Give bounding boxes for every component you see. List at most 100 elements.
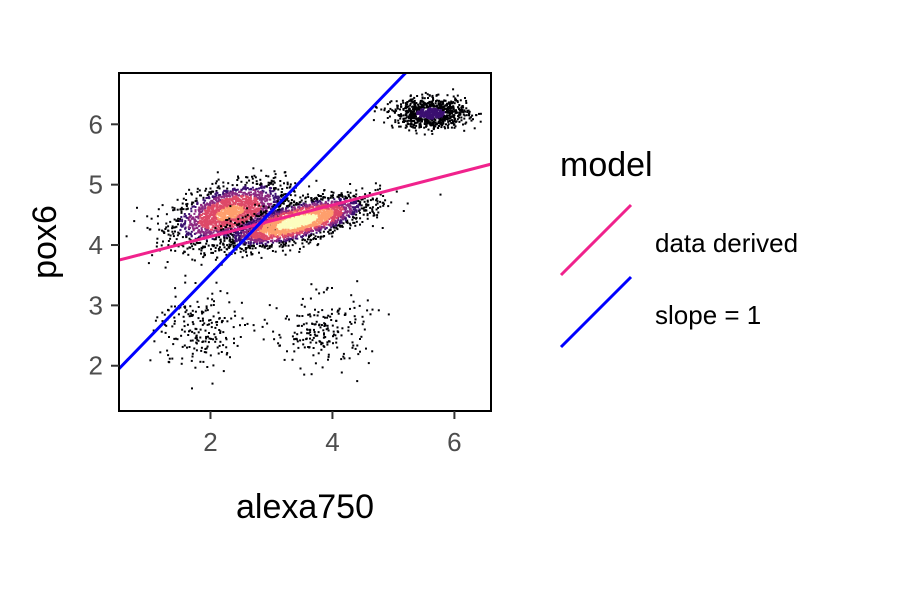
data-point <box>194 210 197 213</box>
data-point <box>371 208 374 211</box>
data-point <box>396 106 399 109</box>
data-point <box>363 206 366 209</box>
data-point <box>450 111 453 114</box>
data-point <box>255 234 258 237</box>
data-point <box>212 201 215 204</box>
data-point <box>236 223 239 226</box>
data-point <box>415 118 418 121</box>
data-point <box>213 209 216 212</box>
data-point <box>278 224 280 227</box>
data-point <box>247 192 250 195</box>
data-point <box>261 245 264 248</box>
data-point <box>202 245 205 248</box>
data-point <box>219 194 222 197</box>
data-point <box>299 216 302 219</box>
data-point <box>388 115 391 118</box>
data-point <box>305 218 308 221</box>
data-point <box>241 210 244 213</box>
data-point <box>291 232 294 234</box>
data-point <box>185 236 188 239</box>
data-point <box>264 194 267 197</box>
data-point <box>432 97 435 100</box>
data-point <box>271 232 274 235</box>
data-point <box>245 251 248 254</box>
data-point <box>244 208 247 211</box>
data-point <box>249 196 252 199</box>
data-point <box>270 240 273 243</box>
data-point <box>284 193 287 196</box>
data-point <box>260 205 262 208</box>
data-point <box>319 195 322 197</box>
data-point <box>274 192 277 195</box>
data-point <box>287 210 290 212</box>
data-point <box>324 200 327 203</box>
data-point <box>363 197 366 200</box>
data-point <box>413 108 416 111</box>
data-point <box>205 231 208 234</box>
data-point <box>355 210 358 213</box>
data-point <box>195 197 198 200</box>
data-point <box>238 223 240 226</box>
data-point <box>234 193 237 196</box>
data-point <box>307 196 310 198</box>
data-point <box>337 196 340 199</box>
data-point <box>182 197 185 200</box>
data-point <box>431 102 434 105</box>
data-point <box>252 234 255 237</box>
data-point <box>200 221 203 224</box>
data-point <box>258 226 261 229</box>
data-point <box>254 210 257 213</box>
data-point <box>204 223 207 226</box>
data-point <box>225 253 228 256</box>
data-point <box>267 206 270 209</box>
data-point <box>427 128 430 131</box>
data-point <box>450 100 453 103</box>
data-point <box>285 221 288 224</box>
data-point <box>216 171 219 174</box>
data-point <box>348 222 351 225</box>
data-point <box>200 224 203 227</box>
data-point <box>322 235 325 238</box>
data-point <box>268 222 271 225</box>
data-point <box>250 237 253 239</box>
data-point <box>232 235 235 238</box>
data-point <box>220 218 223 220</box>
data-point <box>271 180 274 183</box>
data-point <box>310 229 313 232</box>
data-point <box>332 196 335 199</box>
data-point <box>177 231 180 234</box>
data-point <box>243 191 246 194</box>
data-point <box>188 224 191 227</box>
data-point <box>331 206 334 209</box>
data-point <box>292 230 295 233</box>
data-point <box>371 210 374 213</box>
data-point <box>278 212 281 215</box>
data-point <box>294 182 297 185</box>
data-point <box>279 184 282 187</box>
data-point <box>255 202 258 205</box>
data-point <box>285 207 288 210</box>
data-point <box>280 213 283 216</box>
data-point <box>208 210 211 213</box>
data-point <box>321 198 324 201</box>
data-point <box>246 220 249 223</box>
data-point <box>228 202 231 205</box>
data-point <box>233 222 236 224</box>
data-point <box>198 229 201 232</box>
data-point <box>224 190 227 192</box>
data-point <box>258 234 260 237</box>
data-point <box>256 200 259 203</box>
data-point <box>304 234 307 236</box>
data-point <box>269 235 272 238</box>
data-point <box>315 231 318 234</box>
data-point <box>352 206 355 209</box>
data-point <box>206 194 209 197</box>
data-point <box>304 215 307 218</box>
data-point <box>286 197 289 200</box>
data-point <box>446 104 449 107</box>
data-point <box>199 232 202 235</box>
data-point <box>247 221 250 224</box>
data-point <box>205 215 208 218</box>
data-point <box>224 220 227 223</box>
data-point <box>451 102 454 105</box>
